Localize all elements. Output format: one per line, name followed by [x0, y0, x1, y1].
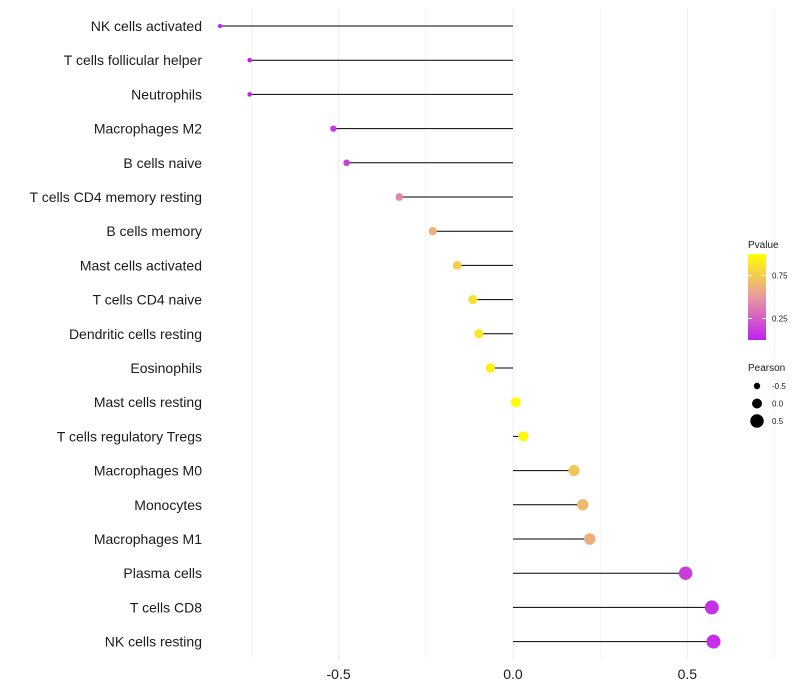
pearson-legend: Pearson -0.5 0.0 0.5 [748, 363, 786, 428]
pvalue-colorbar-ticks: 0.25 0.75 [748, 272, 788, 324]
pearson-legend-items: -0.5 0.0 0.5 [750, 382, 786, 428]
lollipop-point [518, 431, 529, 442]
x-tick-label: 0.5 [678, 666, 698, 682]
y-category-label: T cells regulatory Tregs [57, 428, 202, 444]
lollipop-point [468, 295, 478, 305]
x-axis-ticks: -0.5 0.0 0.5 [327, 666, 698, 682]
pvalue-legend: Pvalue 0.25 0.75 [748, 240, 788, 340]
y-category-label: T cells follicular helper [64, 52, 203, 68]
lollipop-point [485, 363, 496, 373]
pvalue-legend-title: Pvalue [748, 240, 779, 251]
y-category-label: B cells memory [106, 223, 202, 239]
lollipop-point [678, 566, 693, 580]
y-category-label: Plasma cells [123, 565, 202, 581]
y-category-label: NK cells activated [91, 18, 202, 34]
y-axis-labels: NK cells activated T cells follicular hel… [30, 18, 203, 650]
y-category-label: T cells CD4 memory resting [30, 189, 202, 205]
x-tick-label: 0.0 [503, 666, 523, 682]
lollipop-point [330, 125, 337, 132]
pearson-legend-title: Pearson [748, 363, 785, 374]
x-tick-label: -0.5 [327, 666, 351, 682]
lollipop-point [577, 499, 589, 511]
lollipop-point [568, 465, 580, 477]
pearson-legend-label: 0.5 [772, 417, 784, 426]
colorbar-tick-label: 0.25 [772, 315, 788, 324]
lollipop-point [583, 533, 596, 545]
pearson-legend-label: 0.0 [772, 400, 784, 409]
pearson-legend-dot [752, 398, 762, 409]
lollipop-point [343, 159, 350, 167]
y-category-label: Macrophages M2 [94, 121, 202, 137]
lollipop-point [510, 397, 521, 408]
y-category-label: T cells CD4 naive [93, 292, 203, 308]
lollipop-point [452, 260, 462, 270]
point-layer [218, 24, 721, 649]
pearson-legend-dot [753, 382, 761, 390]
lollipop-point [247, 57, 252, 63]
lollipop-point [474, 329, 484, 339]
lollipop-point [706, 634, 721, 649]
y-category-label: Mast cells resting [94, 394, 202, 410]
y-category-label: B cells naive [123, 155, 202, 171]
grid-layer [251, 8, 775, 660]
lollipop-point [395, 193, 404, 201]
pvalue-colorbar [748, 254, 766, 340]
pearson-legend-dot [750, 414, 764, 428]
y-category-label: NK cells resting [105, 634, 202, 650]
lollipop-point [218, 24, 222, 28]
y-category-label: T cells CD8 [130, 599, 202, 615]
lollipop-point [428, 227, 437, 236]
y-category-label: Neutrophils [131, 86, 202, 102]
y-category-label: Monocytes [134, 497, 202, 513]
colorbar-tick-label: 0.75 [772, 272, 788, 281]
y-category-label: Mast cells activated [80, 257, 202, 273]
pearson-legend-label: -0.5 [772, 382, 786, 391]
y-category-label: Macrophages M0 [94, 463, 202, 479]
y-category-label: Dendritic cells resting [69, 326, 202, 342]
y-category-label: Eosinophils [130, 360, 202, 376]
y-category-label: Macrophages M1 [94, 531, 202, 547]
lollipop-point [704, 600, 719, 615]
segment-layer [220, 25, 714, 643]
lollipop-point [247, 92, 252, 97]
